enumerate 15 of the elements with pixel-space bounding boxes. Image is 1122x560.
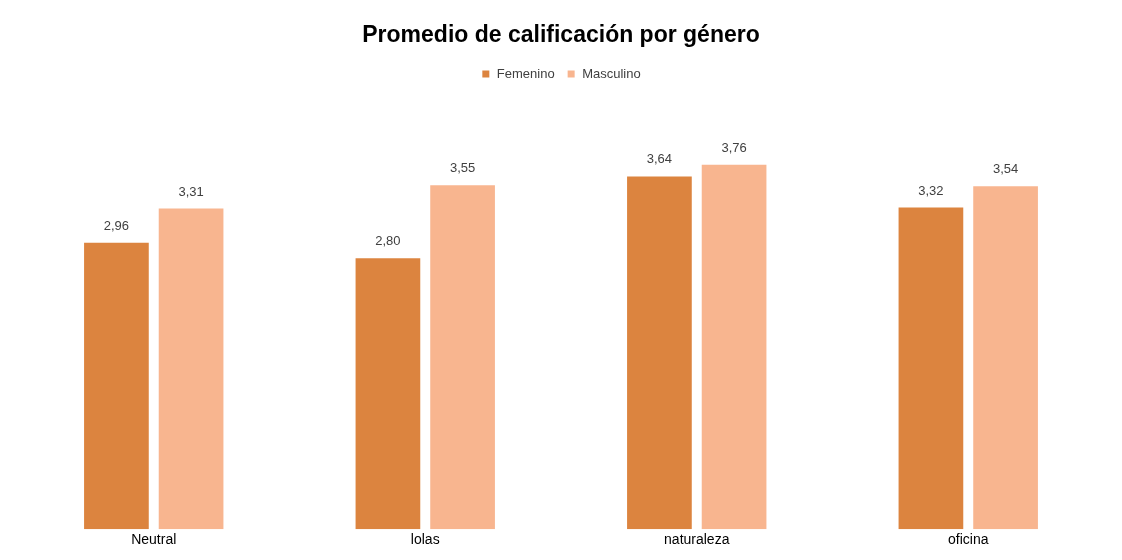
x-tick-label: oficina (948, 531, 989, 548)
data-label: 3,55 (449, 160, 476, 176)
chart-title: Promedio de calificación por género (362, 21, 760, 48)
data-label: 3,76 (721, 139, 747, 155)
x-tick-label: naturaleza (664, 531, 730, 548)
data-label: 3,54 (992, 161, 1019, 177)
data-label: 3,31 (178, 183, 204, 199)
data-label: 3,64 (646, 151, 673, 167)
data-label: 2,80 (375, 233, 401, 249)
x-tick-label: lolas (410, 531, 440, 548)
data-label: 3,32 (918, 182, 944, 198)
data-label: 2,96 (103, 217, 130, 233)
legend-label: Femenino (496, 65, 555, 81)
x-tick-label: Neutral (131, 531, 177, 548)
legend-label: Masculino (582, 65, 641, 81)
